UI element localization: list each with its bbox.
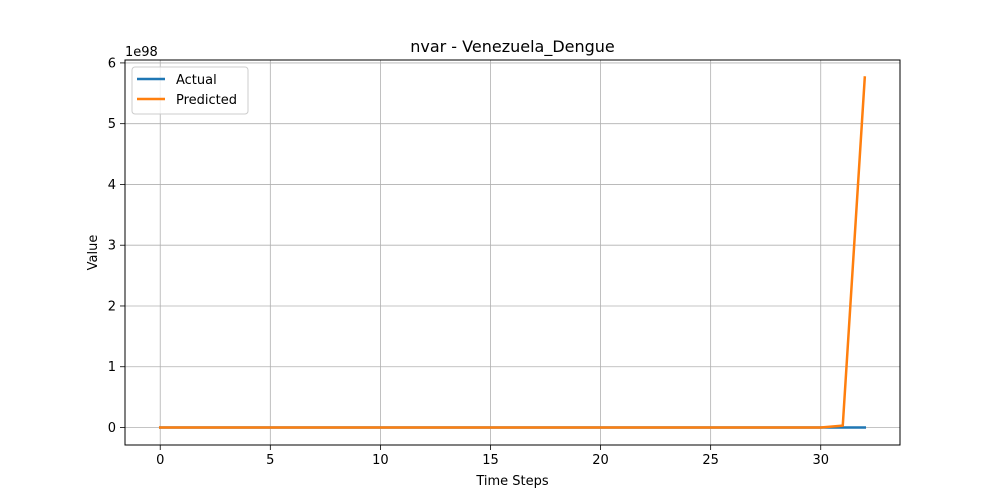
y-offset-label: 1e98 [125, 45, 158, 60]
chart-title: nvar - Venezuela_Dengue [410, 37, 615, 57]
x-tick-label: 20 [592, 453, 609, 468]
legend-label-actual: Actual [176, 73, 217, 88]
y-axis-label: Value [86, 235, 101, 271]
x-axis-label: Time Steps [475, 474, 549, 489]
legend-label-predicted: Predicted [176, 93, 237, 108]
y-tick-label: 6 [108, 56, 116, 71]
x-tick-label: 10 [372, 453, 389, 468]
x-axis: 0 5 10 15 20 25 30 [156, 445, 829, 468]
plot-frame [124, 59, 901, 446]
series-layer [158, 76, 867, 429]
y-tick-label: 4 [108, 178, 116, 193]
y-tick-label: 5 [108, 117, 116, 132]
x-tick-label: 5 [266, 453, 274, 468]
x-tick-label: 15 [482, 453, 499, 468]
y-tick-label: 0 [108, 421, 116, 436]
y-tick-label: 1 [108, 360, 116, 375]
x-tick-label: 25 [702, 453, 719, 468]
y-tick-label: 2 [108, 299, 116, 314]
series-line-predicted [158, 76, 867, 429]
x-tick-label: 30 [812, 453, 829, 468]
x-tick-label: 0 [156, 453, 164, 468]
y-tick-label: 3 [108, 239, 116, 254]
legend: Actual Predicted [131, 66, 249, 115]
y-axis: 0 1 2 3 4 5 6 [108, 56, 125, 436]
